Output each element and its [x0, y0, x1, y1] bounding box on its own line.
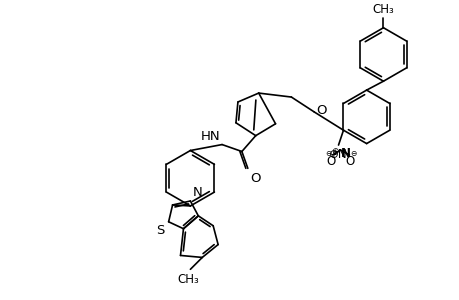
Text: ⊖: ⊖: [325, 149, 331, 158]
Text: O: O: [249, 172, 260, 185]
Text: CH₃: CH₃: [177, 273, 199, 286]
Text: ⊕N: ⊕N: [329, 148, 347, 161]
Text: S: S: [156, 224, 164, 237]
Text: O: O: [345, 155, 354, 168]
Text: CH₃: CH₃: [372, 3, 393, 16]
Text: O: O: [325, 155, 335, 168]
Text: O: O: [315, 104, 326, 117]
Text: N: N: [340, 147, 350, 160]
Text: N: N: [192, 186, 202, 199]
Text: HN: HN: [200, 130, 219, 142]
Text: ⊖: ⊖: [350, 149, 356, 158]
Text: ⊕: ⊕: [330, 147, 338, 156]
